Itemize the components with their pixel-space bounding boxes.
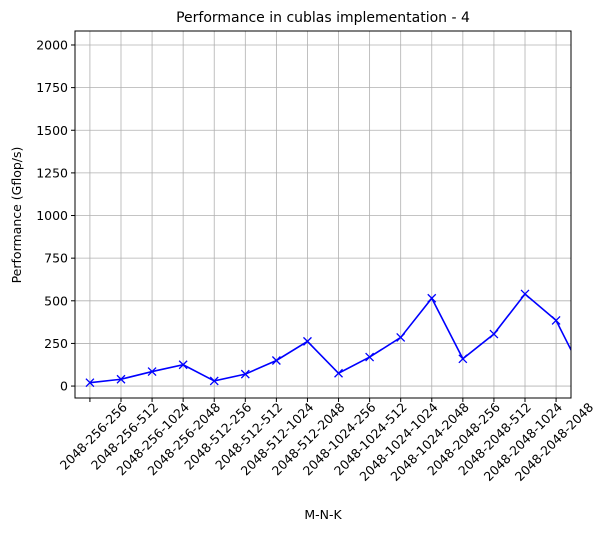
y-tick-label: 1250: [36, 165, 68, 180]
marker: [334, 368, 343, 378]
marker: [303, 336, 312, 346]
x-axis-label: M-N-K: [304, 507, 342, 522]
marker: [240, 369, 250, 379]
y-tick-label: 250: [44, 336, 68, 351]
marker: [178, 360, 188, 370]
chart-title: Performance in cublas implementation - 4: [176, 10, 470, 26]
marker: [209, 376, 219, 386]
y-tick-label: 1750: [36, 80, 68, 95]
marker: [271, 356, 281, 365]
y-axis-label: Performance (Gflop/s): [9, 147, 24, 284]
marker: [583, 378, 591, 386]
y-tick-label: 1500: [36, 123, 68, 138]
axes: 0250500750100012501500175020002048-256-2…: [36, 37, 596, 484]
y-tick-label: 0: [60, 379, 68, 394]
y-tick-label: 2000: [36, 37, 68, 52]
marker: [551, 315, 561, 325]
marker: [489, 329, 499, 339]
marker: [396, 332, 406, 342]
plot-frame: [74, 30, 572, 399]
plot: [85, 289, 591, 388]
y-tick-label: 1000: [36, 208, 68, 223]
y-tick-label: 750: [44, 251, 68, 266]
marker: [458, 354, 468, 364]
y-tick-label: 500: [44, 293, 68, 308]
marker: [427, 293, 437, 303]
marker: [147, 367, 157, 377]
marker: [365, 352, 375, 362]
marker: [520, 289, 530, 299]
grid: [75, 31, 571, 398]
marker: [116, 374, 126, 384]
marker: [85, 378, 95, 388]
